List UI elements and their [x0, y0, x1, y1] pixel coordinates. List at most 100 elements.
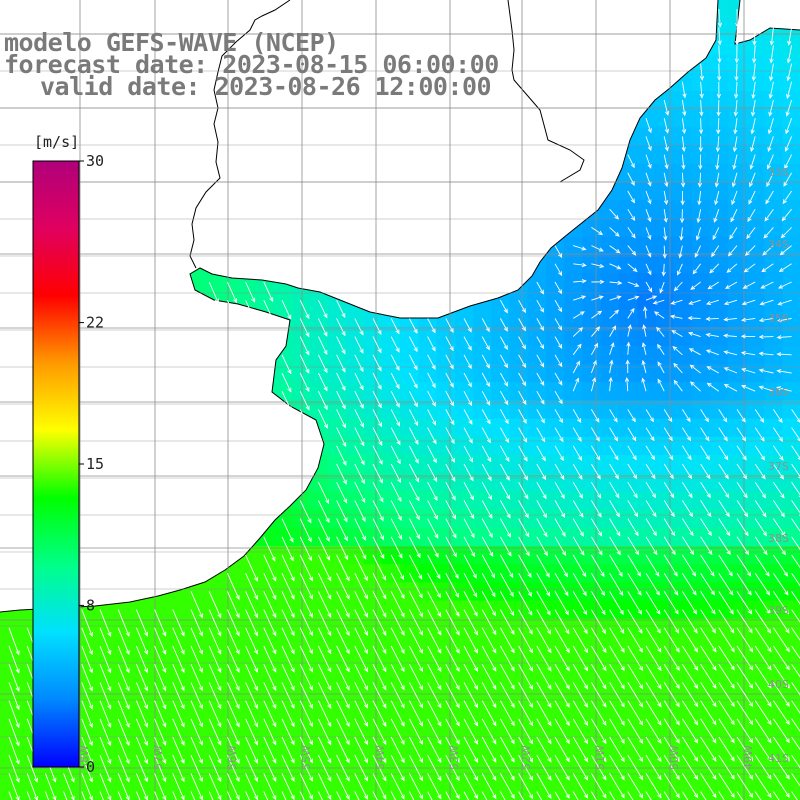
wind-arrow: [609, 700, 625, 726]
wind-arrow: [372, 372, 382, 390]
wind-arrow: [642, 324, 647, 337]
wind-arrow: [627, 736, 644, 763]
wind-arrow: [354, 390, 364, 409]
wind-arrow: [777, 281, 792, 289]
wind-arrow: [645, 736, 662, 763]
wind-arrow: [625, 359, 630, 374]
wind-arrow: [317, 372, 328, 392]
wind-arrow: [518, 591, 533, 616]
wind-arrow: [773, 609, 790, 634]
wind-arrow: [554, 445, 564, 462]
wind-arrow: [776, 317, 792, 323]
wind-arrow: [427, 754, 442, 782]
wind-arrow: [427, 409, 437, 426]
wind-arrow: [627, 295, 640, 301]
wind-arrow: [135, 718, 148, 746]
wind-arrow: [409, 463, 420, 483]
wind-arrow: [299, 664, 313, 691]
wind-arrow: [226, 773, 240, 800]
wind-arrow: [190, 682, 203, 710]
wind-arrow: [754, 754, 772, 780]
wind-arrow: [733, 81, 739, 99]
wind-arrow: [700, 572, 715, 596]
wind-arrow: [299, 354, 310, 374]
wind-arrow: [427, 700, 442, 727]
wind-arrow: [226, 664, 240, 692]
wind-arrow: [226, 645, 240, 673]
wind-arrow: [773, 500, 785, 518]
wind-arrow: [518, 536, 530, 557]
wind-arrow: [572, 736, 589, 763]
wind-arrow: [723, 299, 738, 306]
wind-arrow: [736, 609, 753, 634]
wind-arrow: [263, 773, 277, 800]
wind-arrow: [663, 154, 669, 170]
wind-arrow: [463, 754, 478, 782]
wind-arrow: [591, 279, 605, 285]
wind-arrow: [409, 663, 423, 691]
field-cell: [655, 364, 674, 383]
wind-arrow: [591, 700, 607, 726]
wind-arrow: [317, 354, 328, 374]
wind-arrow: [680, 190, 685, 206]
wind-arrow: [609, 227, 620, 237]
wind-arrow: [245, 736, 258, 764]
wind-arrow: [518, 609, 533, 635]
wind-arrow: [700, 554, 715, 577]
wind-arrow: [117, 700, 130, 728]
wind-arrow: [554, 572, 569, 597]
wind-arrow: [709, 263, 720, 274]
wind-arrow: [409, 791, 415, 800]
wind-arrow: [754, 572, 771, 596]
wind-arrow: [500, 700, 515, 727]
wind-arrow: [336, 445, 347, 466]
wind-arrow: [736, 700, 754, 726]
wind-arrow: [445, 336, 454, 352]
field-cell: [618, 345, 638, 365]
wind-arrow: [135, 664, 148, 692]
wind-arrow: [245, 609, 258, 637]
field-cell: [782, 436, 800, 456]
wind-arrow: [554, 409, 564, 424]
wind-arrow: [317, 609, 332, 637]
wind-arrow: [117, 609, 130, 637]
wind-arrow: [740, 334, 756, 339]
field-cell: [436, 782, 456, 800]
field-cell: [418, 782, 438, 800]
wind-arrow: [245, 645, 258, 673]
latitude-label: 41S: [768, 752, 789, 765]
wind-arrow: [707, 281, 720, 290]
wind-arrow: [661, 263, 666, 277]
field-cell: [746, 364, 765, 383]
wind-arrow: [773, 481, 785, 499]
wind-arrow: [281, 736, 295, 764]
wind-arrow: [263, 536, 276, 562]
wind-arrow: [372, 609, 387, 636]
wind-arrow: [764, 208, 774, 222]
wind-arrow: [354, 755, 368, 782]
wind-arrow: [518, 500, 529, 519]
wind-arrow: [481, 718, 497, 745]
wind-arrow: [751, 63, 756, 82]
wind-arrow: [299, 736, 313, 764]
wind-arrow: [500, 609, 515, 635]
wind-arrow: [627, 518, 639, 537]
wind-arrow: [750, 118, 756, 135]
wind-arrow: [645, 645, 662, 672]
uruguay-interior-border: [507, 0, 585, 183]
wind-arrow: [299, 591, 313, 618]
wind-arrow: [627, 627, 644, 653]
field-cell: [709, 254, 729, 274]
wind-arrow: [154, 700, 167, 728]
wind-arrow: [573, 279, 587, 284]
wind-arrow: [672, 346, 683, 356]
wind-arrow: [591, 245, 604, 252]
wind-arrow: [705, 349, 719, 356]
wind-arrow: [263, 627, 277, 655]
wind-arrow: [700, 791, 707, 800]
wind-arrow: [678, 245, 683, 259]
field-cell: [709, 345, 729, 365]
wind-arrow: [791, 609, 800, 623]
wind-arrow: [372, 336, 382, 354]
wind-arrow: [736, 427, 747, 442]
